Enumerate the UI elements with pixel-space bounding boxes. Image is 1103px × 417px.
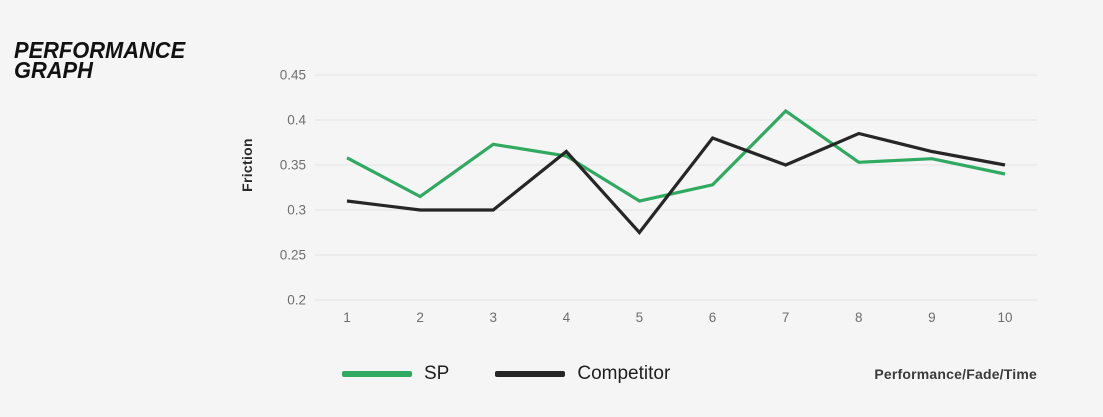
legend-item-competitor: Competitor — [495, 363, 670, 385]
page-title-line1: PERFORMANCE — [14, 37, 186, 63]
x-tick-label: 5 — [636, 310, 644, 325]
x-tick-label: 8 — [855, 310, 863, 325]
series-line-sp — [346, 108, 1006, 203]
x-tick-label: 7 — [782, 310, 790, 325]
y-tick-label: 0.3 — [287, 203, 306, 218]
legend-item-sp: SP — [342, 363, 449, 385]
x-tick-label: 4 — [563, 310, 571, 325]
page-title: PERFORMANCE GRAPH — [14, 37, 186, 83]
x-tick-label: 6 — [709, 310, 717, 325]
legend-label-competitor: Competitor — [577, 363, 671, 384]
x-tick-label: 3 — [489, 310, 497, 325]
x-tick-label: 9 — [928, 310, 936, 325]
sp-line-swatch — [342, 371, 412, 377]
x-axis-note: Performance/Fade/Time — [874, 366, 1037, 382]
y-tick-label: 0.35 — [280, 158, 306, 173]
competitor-line-swatch — [495, 371, 566, 377]
y-tick-label: 0.4 — [287, 113, 306, 128]
x-tick-label: 1 — [343, 310, 351, 325]
page-title-line2: GRAPH — [14, 57, 93, 83]
x-tick-label: 10 — [997, 310, 1012, 325]
x-tick-label: 2 — [416, 310, 424, 325]
y-tick-label: 0.2 — [287, 293, 306, 308]
series-line-competitor — [346, 131, 1006, 235]
y-tick-label: 0.25 — [280, 248, 306, 263]
y-tick-label: 0.45 — [280, 68, 306, 83]
chart-legend: SP Competitor — [342, 363, 670, 385]
legend-label-sp: SP — [424, 363, 450, 384]
